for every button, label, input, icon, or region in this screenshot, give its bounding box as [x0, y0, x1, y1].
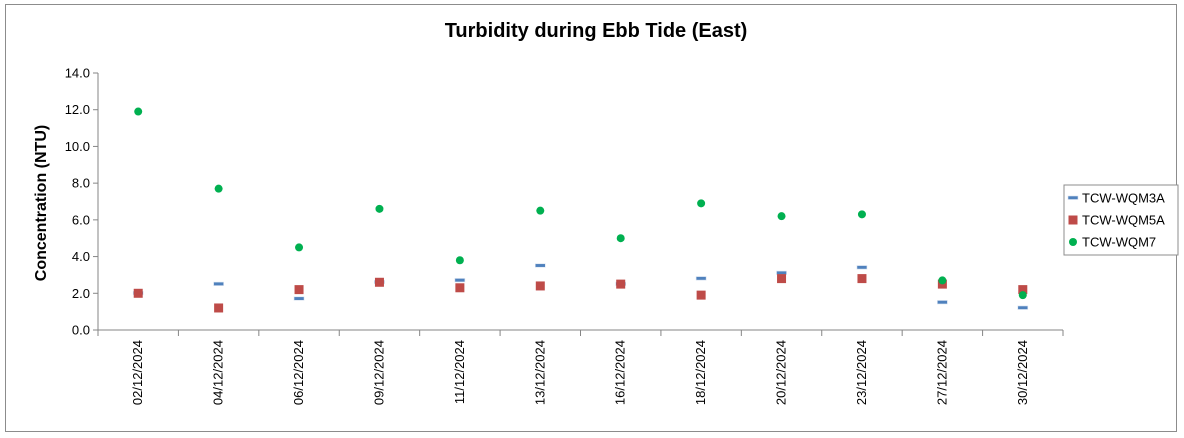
data-point: [777, 274, 787, 284]
data-point: [1018, 285, 1028, 295]
data-point: [777, 212, 786, 221]
data-point: [134, 107, 143, 116]
series-tcw-wqm7: [134, 107, 1027, 300]
data-point: [295, 243, 304, 252]
y-axis-label: Concentration (NTU): [33, 125, 50, 281]
data-point: [214, 184, 223, 193]
data-point: [454, 278, 466, 283]
data-points: [132, 107, 1029, 313]
data-point: [374, 277, 384, 287]
legend: TCW-WQM3A TCW-WQM5A TCW-WQM7: [1063, 184, 1179, 256]
series-tcw-wqm3a: [132, 263, 1029, 310]
data-point: [776, 270, 787, 275]
data-point: [294, 285, 304, 295]
x-tick-label: 02/12/2024: [130, 340, 145, 405]
x-tick-label: 06/12/2024: [291, 340, 306, 405]
legend-marker: [1067, 195, 1079, 200]
y-tick-label: 8.0: [72, 176, 90, 191]
data-point: [696, 290, 706, 300]
legend-marker: [1068, 215, 1078, 225]
data-point: [1017, 305, 1029, 310]
data-point: [697, 199, 706, 208]
x-tick-label: 18/12/2024: [693, 340, 708, 405]
data-point: [455, 283, 465, 293]
y-tick-label: 0.0: [72, 323, 90, 338]
data-point: [214, 303, 224, 313]
y-tick-labels: 0.0 2.0 4.0 6.0 8.0 10.0 12.0 14.0: [65, 66, 90, 338]
y-tick-label: 6.0: [72, 212, 90, 227]
y-tick-label: 12.0: [65, 102, 90, 117]
chart-title: Turbidity during Ebb Tide (East): [445, 20, 748, 42]
x-tick-labels: 02/12/2024 04/12/2024 06/12/2024 09/12/2024…: [130, 340, 1030, 405]
y-tick-label: 14.0: [65, 66, 90, 81]
x-tick-label: 16/12/2024: [613, 340, 628, 405]
y-tick-label: 4.0: [72, 249, 90, 264]
data-point: [455, 256, 464, 265]
data-point: [293, 296, 305, 301]
y-tick-label: 10.0: [65, 139, 90, 154]
data-point: [856, 265, 868, 270]
x-tick-label: 23/12/2024: [854, 340, 869, 405]
data-point: [616, 234, 625, 243]
data-point: [937, 300, 948, 305]
legend-label: TCW-WQM3A: [1082, 191, 1165, 206]
data-point: [857, 274, 867, 284]
data-point: [1018, 291, 1027, 300]
legend-box: [1063, 184, 1179, 256]
data-point: [536, 206, 545, 215]
data-point: [535, 281, 545, 291]
x-tick-label: 13/12/2024: [532, 340, 547, 405]
data-point: [375, 204, 384, 213]
x-tick-label: 20/12/2024: [774, 340, 789, 405]
axes: [93, 72, 1064, 336]
data-point: [616, 279, 626, 289]
x-tick-label: 09/12/2024: [371, 340, 386, 405]
data-point: [938, 276, 947, 285]
data-point: [534, 263, 546, 268]
legend-marker: [1069, 238, 1077, 246]
x-tick-label: 27/12/2024: [934, 340, 949, 405]
data-point: [857, 210, 866, 219]
series-tcw-wqm5a: [133, 274, 1028, 313]
y-tick-label: 2.0: [72, 286, 90, 301]
x-tick-label: 30/12/2024: [1015, 340, 1030, 405]
data-point: [213, 281, 224, 286]
chart-frame: [5, 4, 1177, 432]
legend-label: TCW-WQM7: [1082, 235, 1156, 250]
x-tick-label: 04/12/2024: [211, 340, 226, 405]
data-point: [695, 276, 707, 281]
x-tick-label: 11/12/2024: [452, 340, 467, 404]
data-point: [133, 288, 143, 298]
legend-label: TCW-WQM5A: [1082, 213, 1165, 228]
